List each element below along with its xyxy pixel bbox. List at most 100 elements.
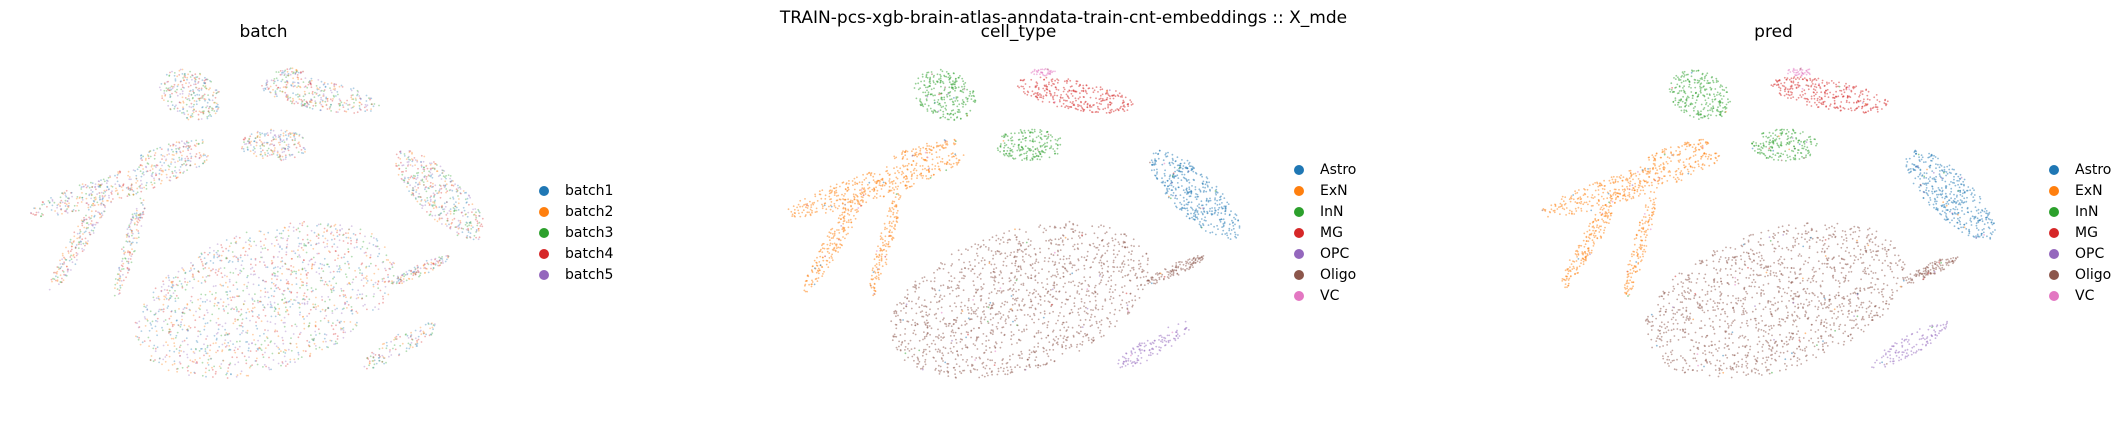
data-point xyxy=(89,218,91,220)
data-point xyxy=(249,135,252,138)
data-point xyxy=(186,281,189,284)
data-point xyxy=(999,287,1002,289)
data-point xyxy=(172,280,174,283)
data-point xyxy=(285,310,287,313)
data-point xyxy=(1073,264,1076,267)
data-point xyxy=(422,160,425,163)
data-point xyxy=(226,297,229,300)
data-point xyxy=(290,291,293,294)
data-point xyxy=(182,145,185,148)
data-point xyxy=(1001,277,1004,280)
data-point xyxy=(286,309,288,311)
data-point xyxy=(366,357,368,360)
data-point xyxy=(983,375,986,378)
data-point xyxy=(1096,236,1099,239)
data-point xyxy=(122,262,125,265)
data-point xyxy=(351,288,354,291)
data-point xyxy=(90,194,93,197)
data-point xyxy=(1098,244,1101,246)
data-point xyxy=(414,273,417,276)
data-point xyxy=(920,367,922,370)
data-point xyxy=(395,165,397,167)
data-point xyxy=(132,193,135,196)
data-point xyxy=(423,168,426,171)
data-point xyxy=(390,354,393,356)
data-point xyxy=(179,150,181,153)
data-point xyxy=(142,213,145,216)
data-point xyxy=(239,314,242,317)
data-point xyxy=(998,310,1000,313)
data-point xyxy=(248,310,251,313)
data-point xyxy=(382,301,384,304)
data-point xyxy=(427,202,430,204)
data-point xyxy=(192,314,195,317)
data-point xyxy=(60,208,63,211)
data-point xyxy=(440,178,443,180)
data-point xyxy=(410,331,412,334)
data-point xyxy=(453,210,455,212)
data-point xyxy=(1028,291,1031,294)
data-point xyxy=(197,335,200,338)
data-point xyxy=(265,266,267,268)
data-point xyxy=(138,166,141,169)
data-point xyxy=(1014,315,1017,317)
data-point xyxy=(366,109,368,111)
data-point xyxy=(429,175,432,178)
data-point xyxy=(939,294,942,297)
data-point xyxy=(1112,261,1115,264)
data-point xyxy=(973,295,975,297)
data-point xyxy=(206,309,208,311)
data-point xyxy=(283,325,286,328)
data-point xyxy=(393,281,395,283)
data-point xyxy=(189,299,192,302)
data-point xyxy=(895,315,897,318)
data-point xyxy=(426,197,429,199)
data-point xyxy=(1079,319,1082,322)
data-point xyxy=(325,334,328,336)
data-point xyxy=(442,184,445,187)
data-point xyxy=(266,141,269,144)
data-point xyxy=(263,306,266,308)
data-point xyxy=(247,347,250,350)
data-point xyxy=(1046,283,1049,285)
data-point xyxy=(181,90,184,93)
data-point xyxy=(314,325,317,328)
data-point xyxy=(1017,270,1020,273)
data-point xyxy=(438,259,441,262)
data-point xyxy=(199,304,202,307)
data-point xyxy=(1014,234,1016,237)
data-point xyxy=(1122,291,1124,294)
data-point xyxy=(430,261,433,264)
cluster-points xyxy=(241,128,306,162)
data-point xyxy=(414,329,417,332)
data-point xyxy=(1068,281,1070,283)
data-point xyxy=(130,219,133,221)
data-point xyxy=(314,261,317,264)
data-point xyxy=(254,259,257,261)
data-point xyxy=(318,252,320,255)
data-point xyxy=(1066,339,1068,342)
data-point xyxy=(289,154,291,157)
data-point xyxy=(63,261,65,264)
data-point xyxy=(302,146,305,149)
data-point xyxy=(90,189,92,192)
data-point xyxy=(227,312,229,315)
data-point xyxy=(1014,264,1017,267)
data-point xyxy=(347,232,350,235)
data-point xyxy=(1030,274,1033,277)
data-point xyxy=(262,157,264,160)
data-point xyxy=(155,297,158,299)
data-point xyxy=(300,71,302,73)
data-point xyxy=(253,152,255,155)
data-point xyxy=(142,155,145,158)
data-point xyxy=(942,337,944,339)
data-point xyxy=(282,339,284,342)
data-point xyxy=(183,306,186,309)
data-point xyxy=(1021,357,1023,360)
data-point xyxy=(298,133,301,136)
data-point xyxy=(263,307,266,309)
data-point xyxy=(281,257,283,259)
data-point xyxy=(372,295,375,298)
data-point xyxy=(347,236,350,239)
data-point xyxy=(444,176,446,179)
